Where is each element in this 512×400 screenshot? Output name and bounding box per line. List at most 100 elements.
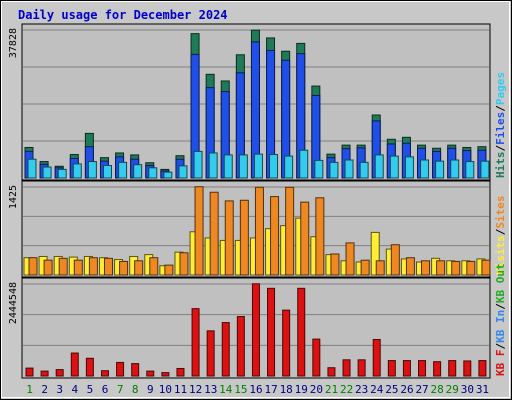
bar-kb_f-day-8 xyxy=(131,363,140,377)
bar-sites-day-8 xyxy=(134,260,144,276)
chart-panels: 37828Hits/Files/Pages1425Visits/Sites244… xyxy=(8,23,507,379)
bar-visits-day-24 xyxy=(370,231,380,276)
bar-kb_f-day-12 xyxy=(191,308,200,377)
bar-kb_f-day-30 xyxy=(463,360,472,377)
panel-kbytes: 2444548 KB F/KB In/KB Out xyxy=(8,263,507,379)
bar-pages-day-3 xyxy=(57,168,67,179)
bar-sites-day-30 xyxy=(466,260,476,276)
bar-pages-day-7 xyxy=(118,161,128,179)
bar-pages-day-27 xyxy=(420,159,430,179)
bar-sites-day-7 xyxy=(119,260,129,276)
bar-pages-day-11 xyxy=(178,165,188,179)
day-label-31: 31 xyxy=(476,383,489,396)
day-label-17: 17 xyxy=(264,383,277,396)
panel-legend: Hits/Files/Pages xyxy=(494,72,507,178)
bar-pages-day-6 xyxy=(102,164,112,179)
bar-kb_f-day-31 xyxy=(478,360,487,377)
day-label-2: 2 xyxy=(41,383,48,396)
day-label-24: 24 xyxy=(370,383,384,396)
bar-sites-day-11 xyxy=(179,252,189,276)
bar-pages-day-26 xyxy=(404,156,414,179)
bar-pages-day-28 xyxy=(435,160,445,179)
bar-kb_f-day-3 xyxy=(55,369,64,377)
bar-sites-day-4 xyxy=(73,259,83,276)
panel-legend: KB F/KB In/KB Out xyxy=(494,263,507,376)
legend-entry: Files xyxy=(494,112,507,145)
bar-sites-day-31 xyxy=(481,259,491,276)
day-label-29: 29 xyxy=(446,383,459,396)
day-label-15: 15 xyxy=(234,383,247,396)
bar-kb_f-day-9 xyxy=(146,370,155,377)
bar-sites-day-20 xyxy=(315,197,325,276)
bar-pages-day-1 xyxy=(27,158,37,179)
legend-entry: / xyxy=(494,145,507,152)
bar-sites-day-14 xyxy=(224,200,234,276)
bar-sites-day-29 xyxy=(451,260,461,276)
bar-kb_f-day-22 xyxy=(342,359,351,377)
bar-kb_f-day-18 xyxy=(282,309,291,377)
day-label-14: 14 xyxy=(219,383,233,396)
bar-sites-day-22 xyxy=(345,242,355,276)
bar-pages-day-9 xyxy=(148,167,158,179)
bar-pages-day-30 xyxy=(465,161,475,179)
legend-entry: Visits xyxy=(494,235,507,275)
bar-sites-day-24 xyxy=(375,260,385,276)
bar-pages-day-20 xyxy=(314,159,324,179)
day-axis-labels: 1 2 3 4 5 6 7 8 9 10 11 12 13 14 15 16 17 18 19 20 21 22 23 24 2… xyxy=(26,383,489,396)
y-axis-max-label: 37828 xyxy=(8,28,19,58)
day-label-27: 27 xyxy=(415,383,428,396)
day-label-3: 3 xyxy=(56,383,63,396)
bar-kb_f-day-5 xyxy=(85,357,94,377)
bar-pages-day-31 xyxy=(480,160,490,179)
day-label-16: 16 xyxy=(249,383,262,396)
bar-pages-day-19 xyxy=(299,149,309,179)
bar-pages-day-4 xyxy=(72,163,82,179)
panel-hits-files-pages: 37828 Hits/Files/Pages xyxy=(8,23,507,181)
bar-kb_f-day-15 xyxy=(236,316,245,377)
bar-sites-day-19 xyxy=(300,201,310,276)
day-label-5: 5 xyxy=(87,383,94,396)
bar-pages-day-17 xyxy=(269,154,279,179)
bar-kb_f-day-28 xyxy=(433,361,442,377)
bar-sites-day-6 xyxy=(103,257,113,276)
day-label-12: 12 xyxy=(189,383,202,396)
bar-sites-day-15 xyxy=(239,199,249,276)
bar-sites-day-26 xyxy=(405,257,415,276)
bar-pages-day-29 xyxy=(450,159,460,179)
bar-pages-day-18 xyxy=(284,155,294,179)
bar-pages-day-15 xyxy=(238,154,248,179)
bar-pages-day-2 xyxy=(42,166,52,179)
day-label-13: 13 xyxy=(204,383,217,396)
bar-pages-day-16 xyxy=(253,153,263,179)
bar-kb_f-day-1 xyxy=(25,367,34,377)
panel-legend: Visits/Sites xyxy=(494,196,507,276)
day-label-18: 18 xyxy=(280,383,293,396)
bar-sites-day-16 xyxy=(254,186,264,276)
legend-entry: / xyxy=(494,343,507,350)
bar-pages-day-10 xyxy=(163,171,173,179)
bar-pages-day-21 xyxy=(329,161,339,179)
bar-sites-day-27 xyxy=(421,260,431,276)
legend-entry: Sites xyxy=(494,196,507,229)
bar-pages-day-13 xyxy=(208,152,218,179)
bar-sites-day-5 xyxy=(88,257,98,276)
legend-entry: KB F xyxy=(494,350,507,377)
bar-kb_f-day-21 xyxy=(327,367,336,377)
bar-kb_f-day-10 xyxy=(161,372,170,377)
bar-kb_f-day-11 xyxy=(176,367,185,377)
bar-sites-day-3 xyxy=(58,257,68,276)
day-label-11: 11 xyxy=(174,383,187,396)
day-label-22: 22 xyxy=(340,383,353,396)
bar-kb_f-day-14 xyxy=(221,322,230,377)
legend-entry: / xyxy=(494,228,507,235)
y-axis-max-label: 2444548 xyxy=(8,282,19,324)
bar-pages-day-8 xyxy=(133,164,143,179)
bar-sites-day-28 xyxy=(436,260,446,276)
bar-sites-day-10 xyxy=(164,264,174,276)
bar-kb_f-day-6 xyxy=(100,370,109,377)
bar-kb_f-day-27 xyxy=(418,360,427,377)
day-label-1: 1 xyxy=(26,383,33,396)
chart-title: Daily usage for December 2024 xyxy=(18,8,228,22)
day-label-23: 23 xyxy=(355,383,368,396)
